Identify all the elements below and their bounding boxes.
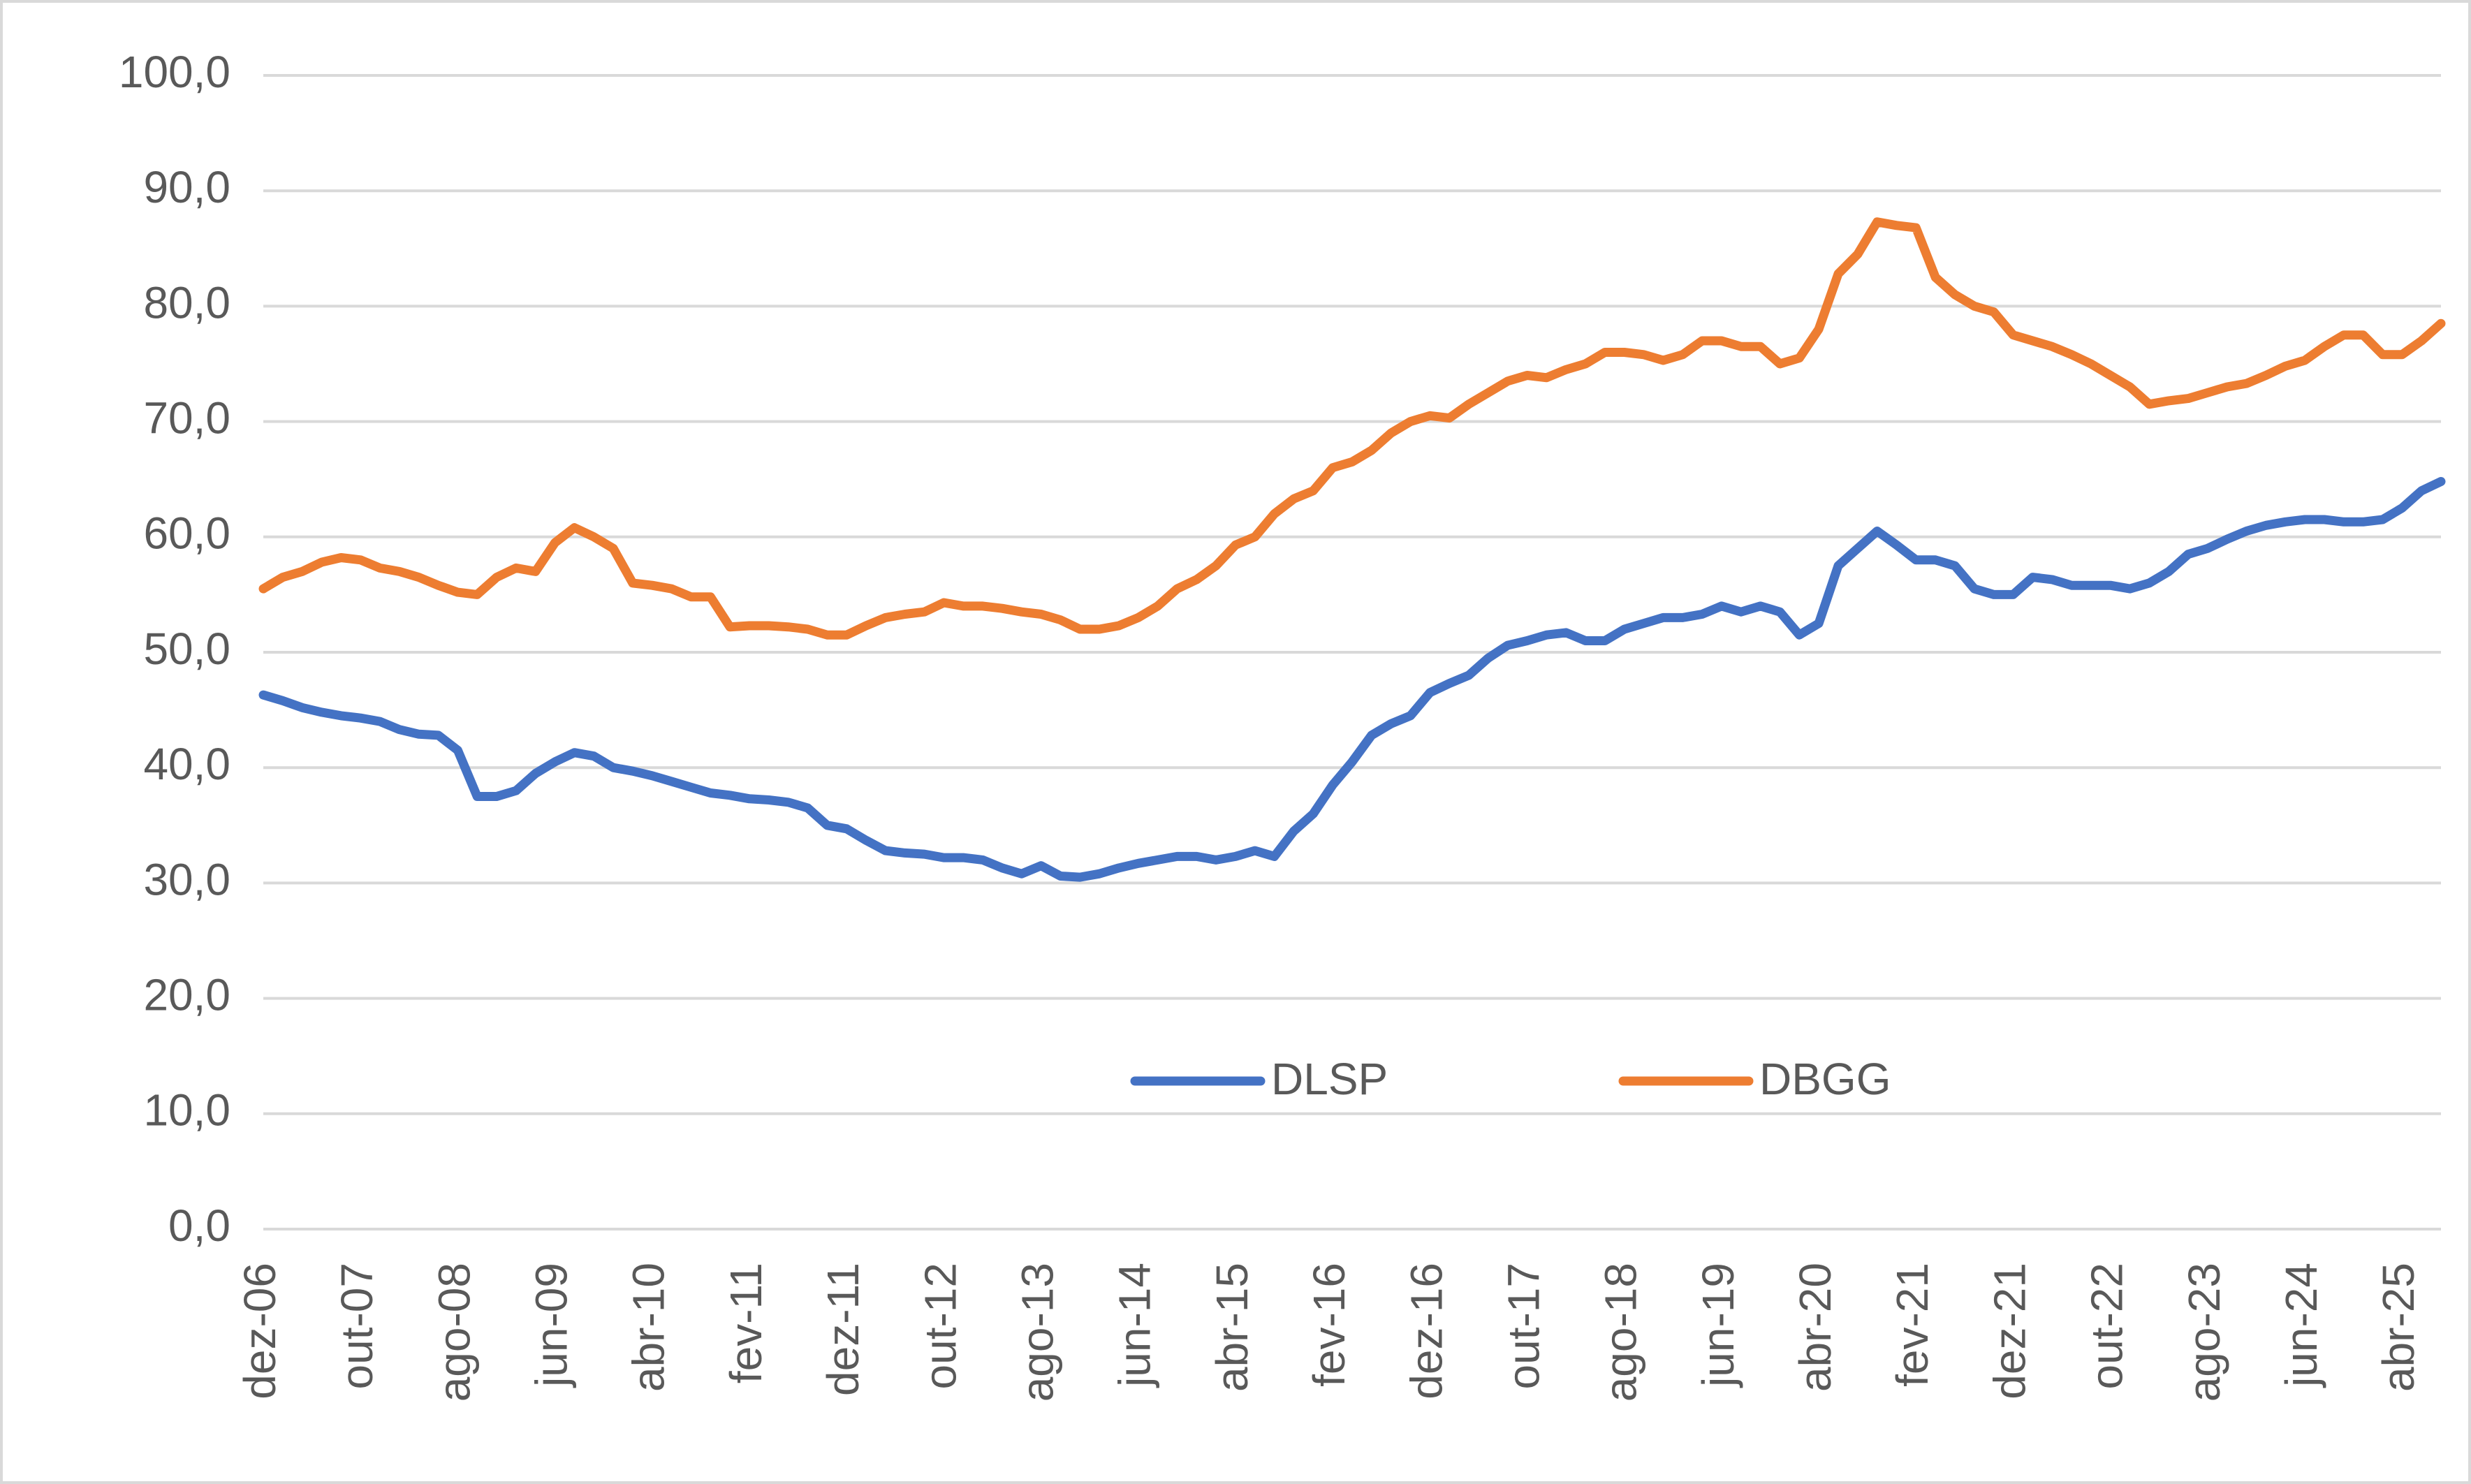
y-tick-label: 20,0 xyxy=(143,970,230,1020)
x-tick-label: fev-21 xyxy=(1887,1263,1937,1387)
y-tick-label: 70,0 xyxy=(143,393,230,443)
x-tick-label: out-22 xyxy=(2082,1263,2132,1389)
x-tick-label: dez-16 xyxy=(1401,1263,1451,1399)
x-tick-label: dez-06 xyxy=(235,1263,285,1399)
x-tick-label: fev-16 xyxy=(1304,1263,1354,1387)
x-tick-label: out-07 xyxy=(332,1263,382,1389)
x-tick-label: ago-23 xyxy=(2179,1263,2229,1402)
y-tick-label: 0,0 xyxy=(168,1200,230,1251)
data-line xyxy=(258,477,2446,882)
x-tick-label: abr-15 xyxy=(1207,1263,1257,1392)
x-tick-label: abr-25 xyxy=(2373,1263,2424,1392)
x-tick-label: jun-14 xyxy=(1110,1263,1160,1388)
x-tick-label: abr-20 xyxy=(1790,1263,1840,1392)
legend-label: DLSP xyxy=(1271,1054,1388,1104)
x-tick-label: out-12 xyxy=(915,1263,965,1389)
x-tick-label: dez-21 xyxy=(1984,1263,2034,1399)
data-line xyxy=(258,217,2446,640)
y-tick-label: 60,0 xyxy=(143,508,230,559)
y-tick-label: 80,0 xyxy=(143,277,230,328)
y-tick-label: 90,0 xyxy=(143,162,230,212)
x-tick-label: dez-11 xyxy=(818,1263,868,1396)
x-tick-label: out-17 xyxy=(1498,1263,1548,1389)
y-tick-label: 10,0 xyxy=(143,1085,230,1136)
y-tick-label: 50,0 xyxy=(143,624,230,674)
x-tick-label: ago-13 xyxy=(1012,1263,1062,1402)
legend-label: DBGG xyxy=(1759,1054,1891,1104)
y-tick-label: 40,0 xyxy=(143,739,230,789)
y-tick-label: 30,0 xyxy=(143,854,230,904)
x-tick-label: jun-24 xyxy=(2276,1263,2326,1388)
x-tick-label: jun-09 xyxy=(526,1263,576,1388)
x-tick-label: fev-11 xyxy=(721,1263,771,1383)
x-tick-label: abr-10 xyxy=(624,1263,674,1392)
y-tick-label: 100,0 xyxy=(119,47,230,97)
x-tick-label: jun-19 xyxy=(1693,1263,1743,1388)
x-tick-label: ago-18 xyxy=(1596,1263,1646,1402)
x-tick-label: ago-08 xyxy=(429,1263,479,1402)
